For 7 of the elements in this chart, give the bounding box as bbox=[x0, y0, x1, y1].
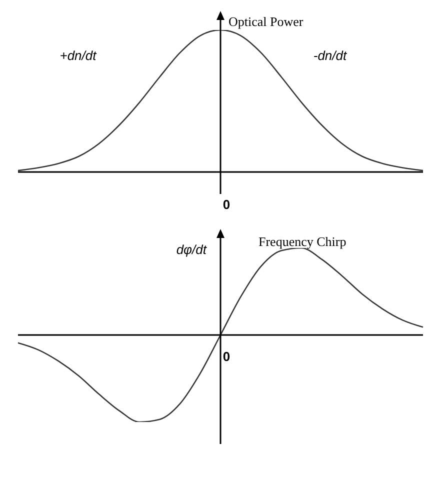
annotation: -dn/dt bbox=[313, 48, 348, 63]
y-axis-title: dφ/dt bbox=[176, 242, 208, 257]
chart-title: Frequency Chirp bbox=[258, 234, 346, 249]
text: 0 bbox=[222, 197, 230, 212]
annotation: 0 bbox=[222, 349, 230, 364]
annotation: +dn/dt bbox=[60, 48, 98, 63]
y-axis-title: Optical Power bbox=[228, 14, 304, 29]
